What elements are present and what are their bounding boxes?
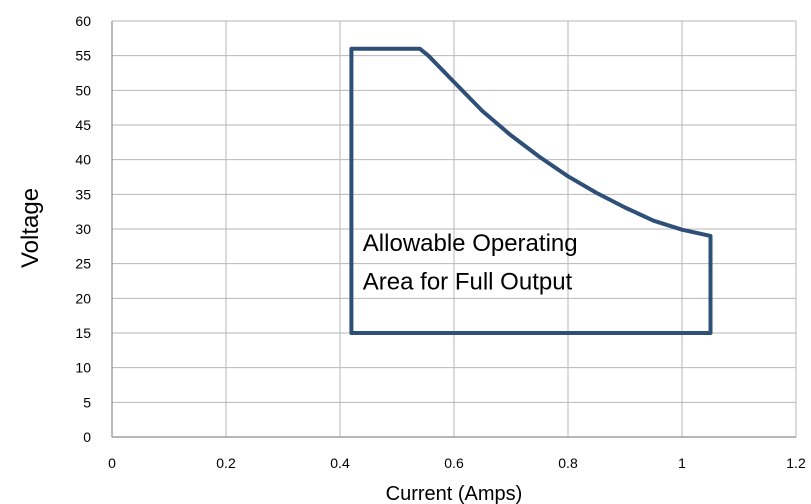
y-axis-tick-labels: 0 5 10 15 20 25 30 35 40 45 50 55 60 (75, 13, 91, 445)
y-tick-label: 45 (75, 117, 91, 133)
y-tick-label: 55 (75, 48, 91, 64)
annotation-text: Allowable Operating (363, 230, 578, 257)
x-tick-label: 0.8 (558, 455, 578, 471)
annotation-text: Area for Full Output (363, 268, 573, 295)
x-tick-label: 0.4 (330, 455, 350, 471)
x-tick-label: 0.6 (444, 455, 464, 471)
x-tick-label: 1.2 (786, 455, 806, 471)
y-tick-label: 40 (75, 152, 91, 168)
annotation-group: Allowable Operating Area for Full Output (363, 230, 578, 295)
y-tick-label: 5 (83, 394, 91, 410)
x-axis-tick-labels: 0 0.2 0.4 0.6 0.8 1 1.2 (108, 455, 806, 471)
x-tick-label: 0.2 (216, 455, 236, 471)
grid-lines (111, 20, 797, 438)
x-axis-title: Current (Amps) (386, 483, 523, 504)
x-tick-label: 0 (108, 455, 116, 471)
x-tick-label: 1 (678, 455, 686, 471)
series-group (349, 46, 713, 335)
y-tick-label: 0 (83, 429, 91, 445)
y-tick-label: 60 (75, 13, 91, 29)
y-tick-label: 10 (75, 360, 91, 376)
y-tick-label: 30 (75, 221, 91, 237)
y-tick-label: 15 (75, 325, 91, 341)
y-tick-label: 25 (75, 256, 91, 272)
y-axis-title: Voltage (17, 188, 44, 268)
y-tick-label: 50 (75, 82, 91, 98)
y-tick-label: 35 (75, 186, 91, 202)
y-tick-label: 20 (75, 290, 91, 306)
operating-area-boundary (349, 46, 713, 335)
